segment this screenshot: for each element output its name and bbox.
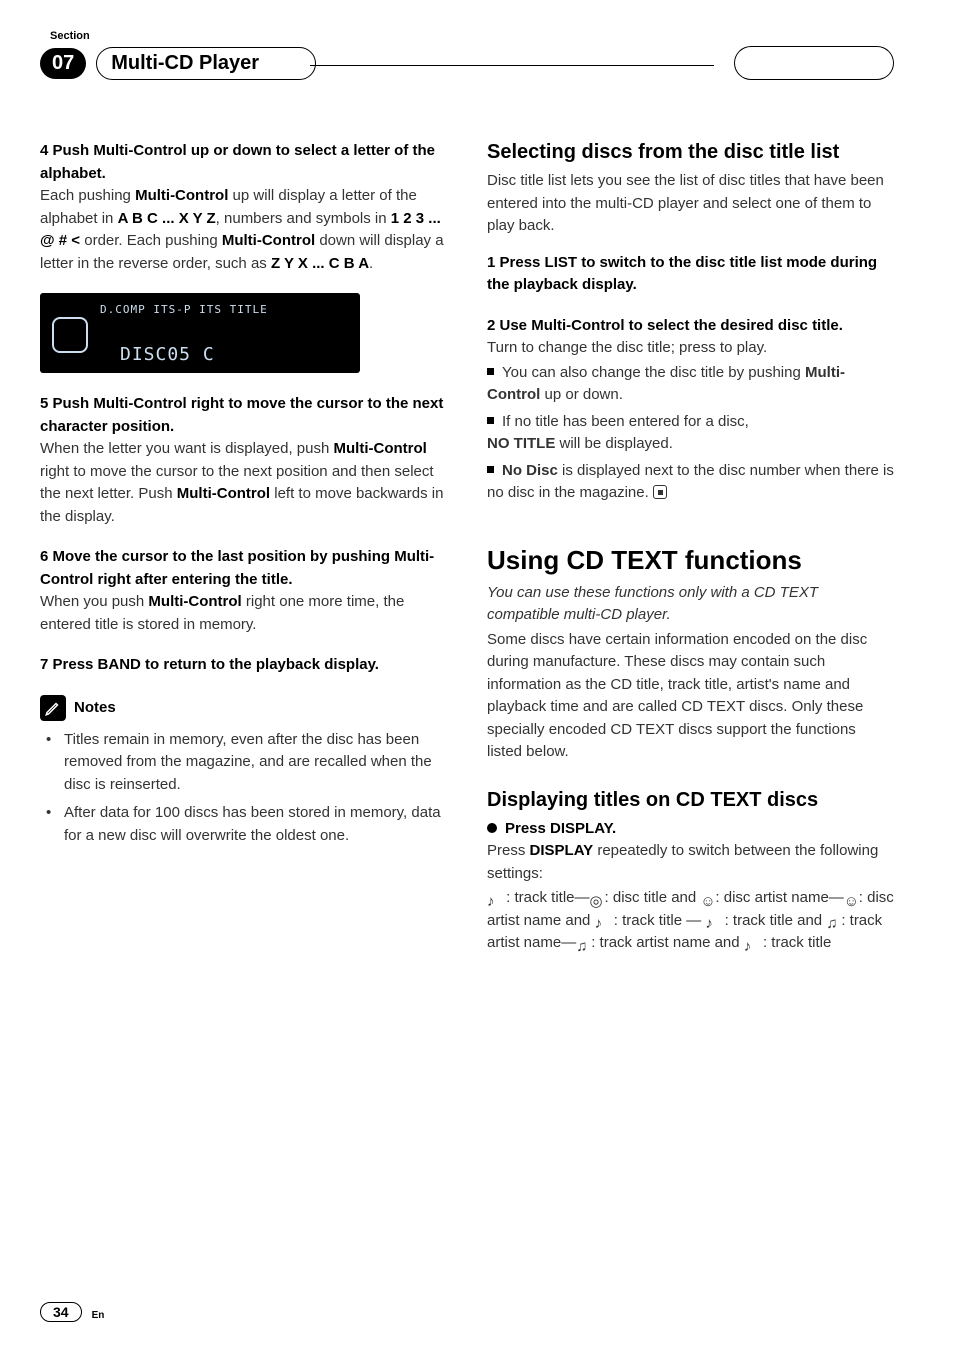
display-main-text: DISC05 C bbox=[120, 344, 215, 365]
language-code: En bbox=[92, 1310, 105, 1321]
note-icon: ♪ bbox=[705, 913, 720, 928]
bullet-item: No Disc is displayed next to the disc nu… bbox=[487, 460, 894, 505]
artist-icon: ☺ bbox=[700, 891, 715, 906]
text: Each pushing bbox=[40, 187, 135, 204]
body-text: Press DISPLAY repeatedly to switch betwe… bbox=[487, 840, 894, 885]
step-1: 1 Press LIST to switch to the disc title… bbox=[487, 252, 894, 297]
body-text: Some discs have certain information enco… bbox=[487, 629, 894, 764]
text-bold: A B C ... X Y Z bbox=[118, 210, 216, 227]
joystick-graphic bbox=[52, 317, 88, 353]
text-bold: Multi-Control bbox=[334, 440, 427, 457]
body-text: When the letter you want is displayed, p… bbox=[40, 438, 447, 528]
display-top-text: D.COMP ITS-P ITS TITLE bbox=[100, 303, 268, 316]
text: : disc artist name— bbox=[715, 889, 843, 906]
section-label: Section bbox=[50, 30, 894, 42]
text-bold: Multi-Control bbox=[177, 485, 270, 502]
pencil-icon bbox=[40, 695, 66, 721]
footer: 34 En bbox=[40, 1302, 104, 1322]
text: : track title and bbox=[720, 912, 826, 929]
disc-icon: ◎ bbox=[590, 891, 605, 906]
section-number-pill: 07 bbox=[40, 48, 86, 79]
bullet-icon bbox=[487, 823, 497, 833]
text: : disc title and bbox=[605, 889, 701, 906]
text-bold: No Disc bbox=[502, 462, 558, 479]
step-heading: 2 Use Multi-Control to select the desire… bbox=[487, 315, 894, 338]
text: Press bbox=[487, 842, 530, 859]
device-display-image: D.COMP ITS-P ITS TITLE DISC05 C bbox=[40, 293, 360, 373]
text-bold: Multi-Control bbox=[135, 187, 228, 204]
notes-header: Notes bbox=[40, 695, 447, 721]
page: Section 07 Multi-CD Player 4 Push Multi-… bbox=[0, 0, 954, 1352]
text-bold: Z Y X ... C B A bbox=[271, 255, 369, 272]
section-heading: Using CD TEXT functions bbox=[487, 545, 894, 576]
text: If no title has been entered for a disc, bbox=[502, 413, 749, 430]
body-text: Each pushing Multi-Control up will displ… bbox=[40, 185, 447, 275]
subsection-heading: Displaying titles on CD TEXT discs bbox=[487, 788, 894, 812]
text: , numbers and symbols in bbox=[216, 210, 391, 227]
display-sequence: ♪ : track title—◎: disc title and ☺: dis… bbox=[487, 887, 894, 955]
text-bold: DISPLAY bbox=[530, 842, 594, 859]
notes-label: Notes bbox=[74, 699, 116, 716]
text: : track title — bbox=[610, 912, 706, 929]
notes-list: Titles remain in memory, even after the … bbox=[40, 729, 447, 848]
text-bold: Multi-Control bbox=[148, 593, 241, 610]
step-2: 2 Use Multi-Control to select the desire… bbox=[487, 315, 894, 505]
track-artist-icon: ♫ bbox=[826, 913, 841, 928]
list-item: Titles remain in memory, even after the … bbox=[64, 729, 447, 797]
text: You can also change the disc title by pu… bbox=[502, 364, 805, 381]
body-text: When you push Multi-Control right one mo… bbox=[40, 591, 447, 636]
note-icon: ♪ bbox=[595, 913, 610, 928]
text: When you push bbox=[40, 593, 148, 610]
text: : track title bbox=[759, 934, 832, 951]
content-columns: 4 Push Multi-Control up or down to selec… bbox=[40, 140, 894, 969]
step-5: 5 Push Multi-Control right to move the c… bbox=[40, 393, 447, 528]
step-heading: 1 Press LIST to switch to the disc title… bbox=[487, 252, 894, 297]
header-arc-right bbox=[794, 46, 894, 80]
action-line: Press DISPLAY. bbox=[487, 818, 894, 841]
left-column: 4 Push Multi-Control up or down to selec… bbox=[40, 140, 447, 969]
square-bullet-icon bbox=[487, 417, 494, 424]
note-icon: ♪ bbox=[744, 936, 759, 951]
header-rule bbox=[310, 65, 714, 66]
text: . bbox=[369, 255, 373, 272]
step-heading: 5 Push Multi-Control right to move the c… bbox=[40, 393, 447, 438]
text: will be displayed. bbox=[555, 435, 673, 452]
artist-icon: ☺ bbox=[844, 891, 859, 906]
square-bullet-icon bbox=[487, 466, 494, 473]
square-bullet-icon bbox=[487, 368, 494, 375]
bullet-item: You can also change the disc title by pu… bbox=[487, 362, 894, 407]
bullet-item: If no title has been entered for a disc,… bbox=[487, 411, 894, 456]
body-text: Disc title list lets you see the list of… bbox=[487, 170, 894, 238]
text: : track title— bbox=[502, 889, 590, 906]
step-heading: 7 Press BAND to return to the playback d… bbox=[40, 654, 447, 677]
text-bold: Multi-Control bbox=[222, 232, 315, 249]
text-bold: NO TITLE bbox=[487, 435, 555, 452]
step-6: 6 Move the cursor to the last position b… bbox=[40, 546, 447, 636]
text: order. Each pushing bbox=[80, 232, 222, 249]
page-title: Multi-CD Player bbox=[96, 47, 316, 80]
text-bold: Press DISPLAY. bbox=[505, 820, 616, 837]
step-heading: 6 Move the cursor to the last position b… bbox=[40, 546, 447, 591]
step-7: 7 Press BAND to return to the playback d… bbox=[40, 654, 447, 677]
body-text: Turn to change the disc title; press to … bbox=[487, 337, 894, 360]
italic-note: You can use these functions only with a … bbox=[487, 582, 894, 627]
text: : track artist name and bbox=[591, 934, 744, 951]
list-item: After data for 100 discs has been stored… bbox=[64, 802, 447, 847]
stop-icon bbox=[653, 485, 667, 499]
header-arc-left bbox=[734, 46, 794, 80]
page-number: 34 bbox=[40, 1302, 82, 1322]
step-heading: 4 Push Multi-Control up or down to selec… bbox=[40, 140, 447, 185]
text: When the letter you want is displayed, p… bbox=[40, 440, 334, 457]
text: up or down. bbox=[540, 386, 623, 403]
header-row: 07 Multi-CD Player bbox=[40, 46, 894, 80]
track-artist-icon: ♫ bbox=[576, 936, 591, 951]
note-icon: ♪ bbox=[487, 891, 502, 906]
subsection-heading: Selecting discs from the disc title list bbox=[487, 140, 894, 164]
step-4: 4 Push Multi-Control up or down to selec… bbox=[40, 140, 447, 275]
right-column: Selecting discs from the disc title list… bbox=[487, 140, 894, 969]
